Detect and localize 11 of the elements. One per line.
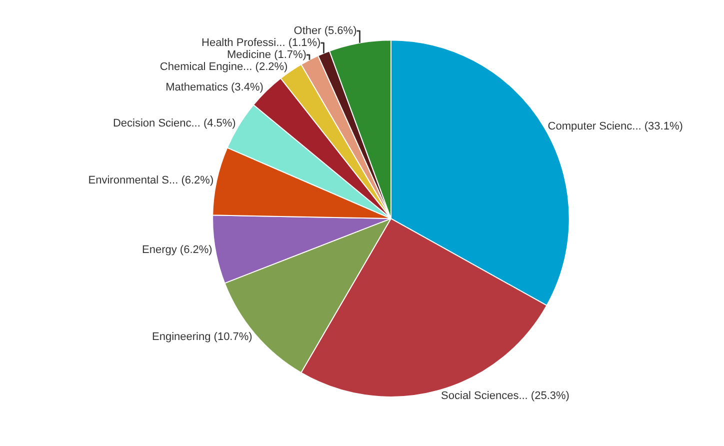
slice-label: Energy (6.2%): [142, 244, 212, 256]
slice-label: Environmental S... (6.2%): [88, 174, 214, 186]
slice-label: Mathematics (3.4%): [166, 82, 264, 94]
slice-label: Decision Scienc... (4.5%): [112, 118, 236, 130]
slice-label: Engineering (10.7%): [152, 330, 252, 343]
slice-label: Computer Scienc... (33.1%): [548, 120, 683, 133]
slice-label: Chemical Engine... (2.2%): [160, 60, 288, 73]
slice-label: Other (5.6%): [294, 24, 357, 37]
slice-label: Health Professi... (1.1%): [202, 36, 321, 49]
slice-label: Medicine (1.7%): [226, 48, 306, 61]
slice-label: Social Sciences... (25.3%): [441, 390, 570, 402]
